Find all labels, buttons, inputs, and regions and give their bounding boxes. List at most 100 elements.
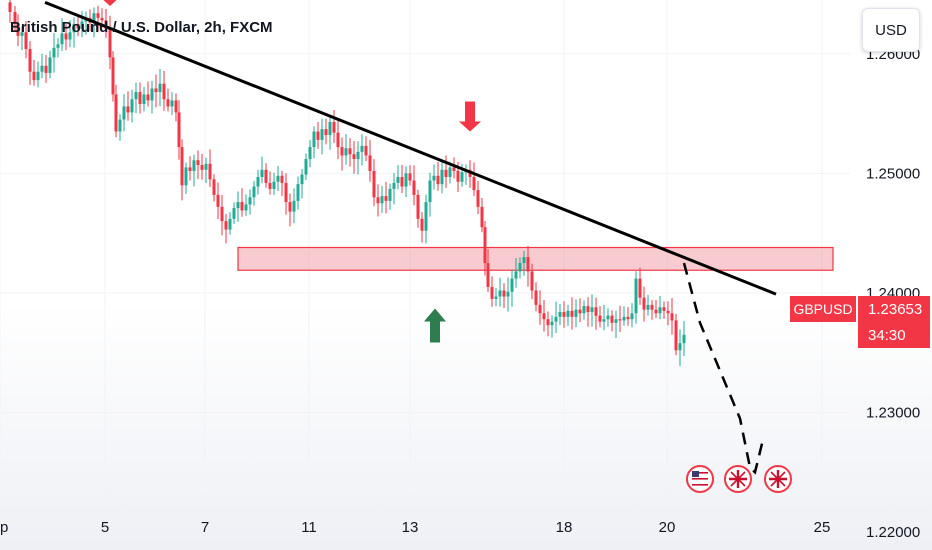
candle-body <box>590 307 594 313</box>
bar-countdown-label: 34:30 <box>858 322 930 348</box>
candle-body <box>60 33 64 45</box>
candle-body <box>498 290 502 297</box>
candle-body <box>166 99 170 107</box>
x-tick-label: ep <box>0 519 8 536</box>
us-stripe <box>692 481 708 483</box>
candle-body <box>300 174 304 185</box>
candle-body <box>384 196 388 201</box>
candle-body <box>408 173 412 181</box>
candle-body <box>646 304 650 310</box>
candle-body <box>240 202 244 211</box>
candle-body <box>486 263 490 287</box>
candle-body <box>678 343 682 351</box>
candle-body <box>228 218 232 230</box>
us-stripe <box>692 475 708 477</box>
candle-body <box>100 17 104 21</box>
candle-body <box>216 194 220 207</box>
candle-body <box>280 175 284 183</box>
candle-body <box>388 188 392 201</box>
us-stripe <box>692 478 708 480</box>
candle-body <box>272 181 276 189</box>
candle-body <box>506 291 510 297</box>
candle-body <box>296 184 300 201</box>
candle-body <box>142 94 146 105</box>
candle-body <box>208 163 212 180</box>
x-tick-label: 25 <box>814 519 831 536</box>
candle-body <box>622 316 626 321</box>
candle-body <box>340 147 344 156</box>
events-layer <box>686 465 792 493</box>
x-tick-label: 11 <box>301 519 317 536</box>
resistance-zone <box>237 246 834 271</box>
candle-body <box>224 221 228 230</box>
y-tick-label: 1.25000 <box>866 165 920 182</box>
candle-body <box>460 172 464 182</box>
candle-body <box>162 83 166 100</box>
candle-body <box>546 319 550 326</box>
candle-body <box>72 23 76 33</box>
candle-body <box>244 204 248 211</box>
candle-body <box>602 319 606 322</box>
candle-body <box>502 290 506 297</box>
candle-body <box>268 182 272 189</box>
forecast-path <box>682 262 764 475</box>
candle-body <box>134 92 138 100</box>
candle-body <box>236 202 240 209</box>
candle-body <box>20 32 24 36</box>
candle-body <box>404 173 408 187</box>
uk-event-icon <box>764 465 792 493</box>
candle-body <box>416 194 420 219</box>
candle-body <box>118 119 122 132</box>
candle-body <box>606 315 610 320</box>
candle-body <box>626 316 630 320</box>
candle-body <box>490 286 494 299</box>
candle-body <box>376 197 380 204</box>
candle-body <box>510 278 514 292</box>
candle-body <box>288 202 292 212</box>
candle-body <box>368 155 372 171</box>
candle-body <box>420 218 424 231</box>
candle-body <box>324 129 328 136</box>
candle-body <box>356 151 360 160</box>
candle-body <box>126 106 130 113</box>
candle-body <box>16 23 20 36</box>
candle-body <box>320 129 324 140</box>
us-stripe <box>692 472 708 474</box>
candle-body <box>316 131 320 140</box>
candle-body <box>550 321 554 326</box>
us-event-icon <box>686 465 714 493</box>
currency-button[interactable]: USD <box>862 8 920 52</box>
candle-body <box>360 145 364 152</box>
candle-body <box>638 278 642 298</box>
x-axis[interactable]: ep 5 7 11 13 18 20 25 <box>0 519 830 536</box>
x-tick-label: 18 <box>556 519 573 536</box>
candle-body <box>554 316 558 322</box>
chart-title: British Pound / U.S. Dollar, 2h, FXCM <box>10 19 273 36</box>
candle-body <box>32 71 36 81</box>
candle-body <box>196 160 200 165</box>
candle-body <box>220 206 224 222</box>
up-arrow-marker <box>424 308 446 343</box>
candle-body <box>184 167 188 186</box>
candle-body <box>483 227 487 264</box>
candle-body <box>618 319 622 321</box>
candle-body <box>558 312 562 317</box>
candle-body <box>264 169 268 183</box>
candle-body <box>480 206 484 228</box>
candle-body <box>232 208 236 219</box>
candle-body <box>452 167 456 171</box>
candle-body <box>92 13 96 23</box>
candle-body <box>96 13 100 18</box>
candle-body <box>400 176 404 187</box>
candle-body <box>344 148 348 156</box>
candle-body <box>76 23 80 29</box>
candle-body <box>348 148 352 155</box>
candle-body <box>36 71 40 81</box>
resistance-zone-layer <box>237 246 834 271</box>
candle-body <box>284 182 288 203</box>
candle-body <box>530 271 534 291</box>
candle-body <box>28 49 32 72</box>
candle-body <box>542 313 546 320</box>
candle-body <box>64 33 68 40</box>
